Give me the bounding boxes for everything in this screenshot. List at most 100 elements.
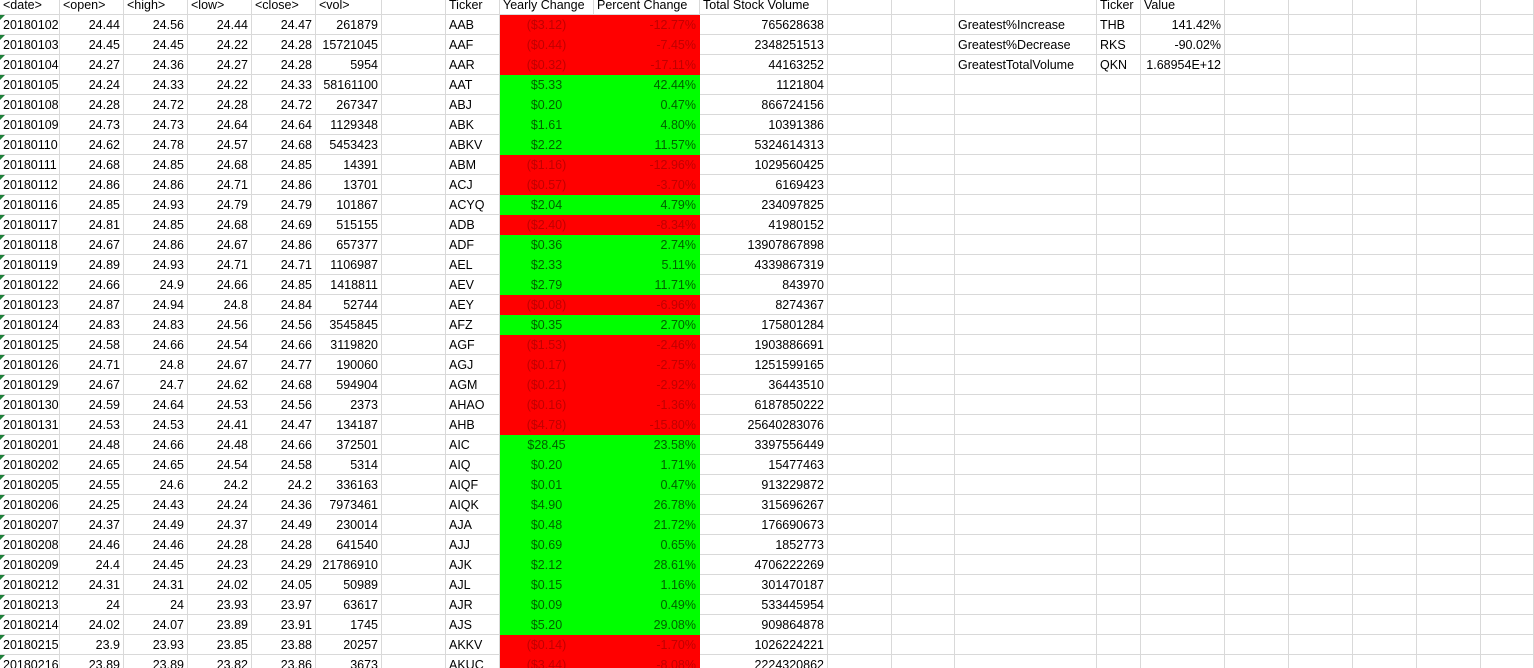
empty-cell[interactable] xyxy=(1417,355,1481,375)
close-cell[interactable]: 24.66 xyxy=(252,435,316,455)
percent-change-cell[interactable]: -7.45% xyxy=(594,35,700,55)
open-cell[interactable]: 23.89 xyxy=(60,655,124,668)
empty-cell[interactable] xyxy=(1225,315,1289,335)
yearly-change-cell[interactable]: $28.45 xyxy=(500,435,594,455)
vol-cell[interactable]: 63617 xyxy=(316,595,382,615)
empty-cell[interactable] xyxy=(1289,35,1353,55)
empty-cell[interactable] xyxy=(892,195,955,215)
summary-value-cell[interactable] xyxy=(1141,175,1225,195)
empty-cell[interactable] xyxy=(1225,195,1289,215)
yearly-change-cell[interactable]: $0.36 xyxy=(500,235,594,255)
empty-cell[interactable] xyxy=(1481,15,1534,35)
empty-cell[interactable] xyxy=(1225,595,1289,615)
yearly-change-cell[interactable]: $0.20 xyxy=(500,95,594,115)
total-volume-cell[interactable]: 15477463 xyxy=(700,455,828,475)
empty-cell[interactable] xyxy=(1353,395,1417,415)
close-cell[interactable]: 24.71 xyxy=(252,255,316,275)
empty-cell[interactable] xyxy=(892,515,955,535)
open-cell[interactable]: 24.73 xyxy=(60,115,124,135)
summary-value-cell[interactable] xyxy=(1141,275,1225,295)
header-yearly-change[interactable]: Yearly Change xyxy=(500,0,594,15)
empty-cell[interactable] xyxy=(1353,555,1417,575)
summary-label-cell[interactable]: GreatestTotalVolume xyxy=(955,55,1097,75)
date-cell[interactable]: 20180214 xyxy=(0,615,60,635)
date-cell[interactable]: 20180119 xyxy=(0,255,60,275)
high-cell[interactable]: 24.65 xyxy=(124,455,188,475)
summary-label-cell[interactable] xyxy=(955,215,1097,235)
summary-label-cell[interactable] xyxy=(955,235,1097,255)
empty-cell[interactable] xyxy=(382,155,446,175)
summary-value-cell[interactable] xyxy=(1141,195,1225,215)
percent-change-cell[interactable]: 0.47% xyxy=(594,475,700,495)
ticker-cell[interactable]: AKKV xyxy=(446,635,500,655)
empty-cell[interactable] xyxy=(1225,215,1289,235)
empty-cell[interactable] xyxy=(382,415,446,435)
open-cell[interactable]: 24.24 xyxy=(60,75,124,95)
total-volume-cell[interactable]: 866724156 xyxy=(700,95,828,115)
summary-label-cell[interactable] xyxy=(955,395,1097,415)
empty-cell[interactable] xyxy=(1417,35,1481,55)
total-volume-cell[interactable]: 8274367 xyxy=(700,295,828,315)
empty-cell[interactable] xyxy=(1417,215,1481,235)
open-cell[interactable]: 24.65 xyxy=(60,455,124,475)
empty-cell[interactable] xyxy=(382,255,446,275)
close-cell[interactable]: 24.56 xyxy=(252,395,316,415)
date-cell[interactable]: 20180207 xyxy=(0,515,60,535)
summary-ticker-cell[interactable] xyxy=(1097,95,1141,115)
empty-cell[interactable] xyxy=(382,395,446,415)
ticker-cell[interactable]: AIQK xyxy=(446,495,500,515)
header-summary-ticker[interactable]: Ticker xyxy=(1097,0,1141,15)
empty-cell[interactable] xyxy=(382,15,446,35)
empty-cell[interactable] xyxy=(1289,495,1353,515)
close-cell[interactable]: 24.84 xyxy=(252,295,316,315)
summary-value-cell[interactable] xyxy=(1141,395,1225,415)
empty-cell[interactable] xyxy=(1417,135,1481,155)
header-empty-g[interactable] xyxy=(382,0,446,15)
empty-cell[interactable] xyxy=(1289,395,1353,415)
empty-cell[interactable] xyxy=(828,255,892,275)
percent-change-cell[interactable]: 5.11% xyxy=(594,255,700,275)
date-cell[interactable]: 20180118 xyxy=(0,235,60,255)
empty-cell[interactable] xyxy=(1417,95,1481,115)
ticker-cell[interactable]: AAT xyxy=(446,75,500,95)
yearly-change-cell[interactable]: $0.20 xyxy=(500,455,594,475)
vol-cell[interactable]: 641540 xyxy=(316,535,382,555)
empty-cell[interactable] xyxy=(1353,175,1417,195)
high-cell[interactable]: 24.8 xyxy=(124,355,188,375)
summary-value-cell[interactable] xyxy=(1141,495,1225,515)
open-cell[interactable]: 24.87 xyxy=(60,295,124,315)
empty-cell[interactable] xyxy=(382,375,446,395)
summary-label-cell[interactable]: Greatest%Increase xyxy=(955,15,1097,35)
empty-cell[interactable] xyxy=(1225,75,1289,95)
yearly-change-cell[interactable]: $0.48 xyxy=(500,515,594,535)
empty-cell[interactable] xyxy=(1225,555,1289,575)
yearly-change-cell[interactable]: $0.35 xyxy=(500,315,594,335)
low-cell[interactable]: 23.85 xyxy=(188,635,252,655)
empty-cell[interactable] xyxy=(1289,295,1353,315)
header-empty-l[interactable] xyxy=(828,0,892,15)
summary-label-cell[interactable] xyxy=(955,95,1097,115)
high-cell[interactable]: 24.9 xyxy=(124,275,188,295)
empty-cell[interactable] xyxy=(1481,195,1534,215)
summary-label-cell[interactable] xyxy=(955,535,1097,555)
percent-change-cell[interactable]: 1.71% xyxy=(594,455,700,475)
empty-cell[interactable] xyxy=(892,555,955,575)
summary-value-cell[interactable] xyxy=(1141,235,1225,255)
percent-change-cell[interactable]: 23.58% xyxy=(594,435,700,455)
close-cell[interactable]: 24.29 xyxy=(252,555,316,575)
percent-change-cell[interactable]: 11.71% xyxy=(594,275,700,295)
empty-cell[interactable] xyxy=(1481,155,1534,175)
empty-cell[interactable] xyxy=(1353,75,1417,95)
empty-cell[interactable] xyxy=(892,615,955,635)
empty-cell[interactable] xyxy=(382,595,446,615)
total-volume-cell[interactable]: 10391386 xyxy=(700,115,828,135)
total-volume-cell[interactable]: 2348251513 xyxy=(700,35,828,55)
yearly-change-cell[interactable]: ($0.08) xyxy=(500,295,594,315)
empty-cell[interactable] xyxy=(1289,95,1353,115)
open-cell[interactable]: 24.46 xyxy=(60,535,124,555)
empty-cell[interactable] xyxy=(382,315,446,335)
high-cell[interactable]: 24.53 xyxy=(124,415,188,435)
vol-cell[interactable]: 5453423 xyxy=(316,135,382,155)
vol-cell[interactable]: 3673 xyxy=(316,655,382,668)
close-cell[interactable]: 24.58 xyxy=(252,455,316,475)
